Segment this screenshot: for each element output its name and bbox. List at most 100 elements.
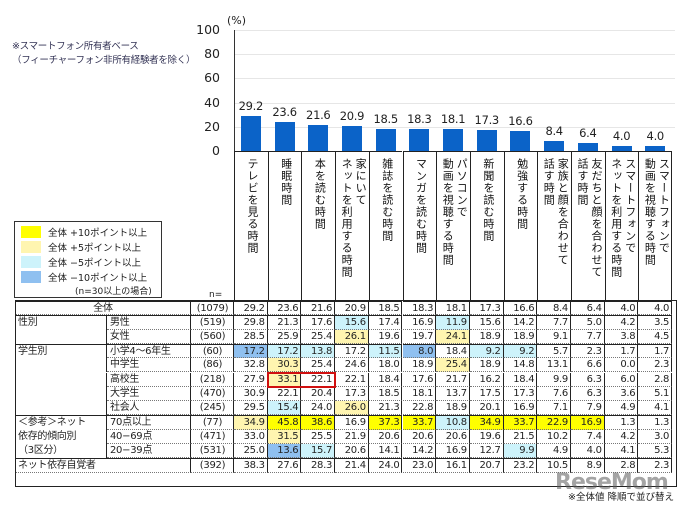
row-group-label: 性別 [15,315,107,330]
bar [308,124,329,151]
y-tick-label: 60 [204,70,220,86]
data-cell: 13.6 [267,444,302,459]
bar [443,129,464,151]
row-label: 社会人 [107,401,191,416]
column-header: パソコンで 動画を視聴する時間 [436,151,470,301]
data-cell: 31.5 [267,429,302,444]
row-label: 高校生 [107,372,191,387]
data-cell: 4.1 [604,444,639,459]
data-cell: 23.6 [267,301,302,316]
data-cell: 20.6 [368,429,403,444]
data-cell: 18.0 [368,358,403,373]
row-label: 男性 [107,315,191,330]
data-cell: 1.3 [604,415,639,430]
data-cell: 33.7 [402,415,437,430]
data-cell: 45.8 [267,415,302,430]
data-cell: 15.6 [335,315,369,330]
data-cell: 9.9 [537,372,571,387]
data-cell: 7.7 [537,315,571,330]
data-cell: 4.0 [638,301,673,316]
data-cell: 5.3 [638,444,673,459]
legend-swatch [21,226,41,238]
data-cell: 20.1 [469,401,504,416]
data-cell: 16.9 [335,415,369,430]
data-cell: 4.0 [604,301,639,316]
column-header: スマートフォンで ネットを利用する時間 [604,151,639,301]
row-label: 女性 [107,329,191,344]
column-header: 家族と顔を合わせて 話す時間 [537,151,571,301]
data-cell: 2.8 [638,372,673,387]
column-header-text: 動画を視聴する時間 [643,158,657,266]
data-cell: 18.3 [402,301,437,316]
data-cell: 17.2 [234,343,268,359]
bar-value-label: 6.4 [579,126,597,141]
gridline [235,30,675,31]
column-header-text: スマートフォンで [623,158,637,254]
watermark-logo: ReseMom [555,470,669,495]
data-cell: 2.8 [604,458,639,473]
data-cell: 2.3 [638,358,673,373]
sample-size: (470) [191,386,234,402]
column-header: テレビを見る時間 [234,151,268,301]
bar-value-label: 17.3 [474,113,500,128]
y-tick-label: 40 [204,94,220,110]
data-cell: 18.5 [368,386,403,402]
data-cell: 0.0 [604,358,639,373]
data-cell: 19.6 [368,329,403,344]
bar [510,130,531,151]
bar [645,146,666,151]
gridline [235,78,675,80]
data-cell: 21.3 [267,315,302,330]
column-header-text: 話す時間 [542,158,556,206]
sample-size: (531) [191,444,234,459]
y-axis-unit: (%) [227,14,247,27]
data-cell: 25.4 [301,329,336,344]
data-cell: 12.7 [469,444,504,459]
column-header: スマートフォンで 動画を視聴する時間 [638,151,673,301]
data-cell: 26.0 [335,401,369,416]
row-group-label: （3区分） [15,444,107,459]
data-cell: 16.9 [402,315,437,330]
bar [274,122,295,151]
data-cell: 16.6 [503,301,538,316]
data-cell: 16.9 [503,401,538,416]
column-header: 新聞を読む時間 [469,151,504,301]
column-header-text: 睡眠時間 [279,158,293,206]
y-axis [234,30,235,151]
data-cell: 18.9 [469,358,504,373]
data-cell: 10.8 [436,415,470,430]
row-label: ネット依存自覚者 [15,458,191,473]
column-header-text: スマートフォンで [657,158,671,254]
legend: 全体 +10ポイント以上 全体 +5ポイント以上 全体 −5ポイント以上 全体 −10… [14,221,162,298]
data-cell: 4.0 [571,444,605,459]
data-cell: 22.9 [537,415,571,430]
bar-value-label: 8.4 [545,123,563,138]
data-cell: 6.3 [571,372,605,387]
row-group-label [15,329,107,344]
data-cell: 22.8 [402,401,437,416]
data-cell: 18.4 [368,372,403,387]
row-label: 中学生 [107,358,191,373]
data-cell: 14.8 [503,358,538,373]
data-cell: 20.7 [469,458,504,473]
data-cell: 17.3 [335,386,369,402]
data-cell: 30.9 [234,386,268,402]
column-header-text: 動画を視聴する時間 [441,158,455,266]
legend-swatch [21,256,41,268]
column-header-text: テレビを見る時間 [246,158,259,254]
data-cell: 6.0 [604,372,639,387]
data-cell: 8.9 [571,458,605,473]
data-cell: 18.9 [469,329,504,344]
data-cell: 13.1 [537,358,571,373]
column-header: 雑誌を読む時間 [368,151,403,301]
gridline [235,102,675,104]
data-cell: 25.5 [301,429,336,444]
legend-item: 全体 −10ポイント以上 [21,271,147,284]
column-header-text: 本を読む時間 [313,158,327,230]
data-cell: 15.4 [267,401,302,416]
row-label: 40−69点 [107,429,191,444]
column-header-text: 家族と顔を合わせて [556,158,570,266]
column-header: 睡眠時間 [267,151,302,301]
data-cell: 15.6 [469,315,504,330]
data-cell: 17.6 [402,372,437,387]
